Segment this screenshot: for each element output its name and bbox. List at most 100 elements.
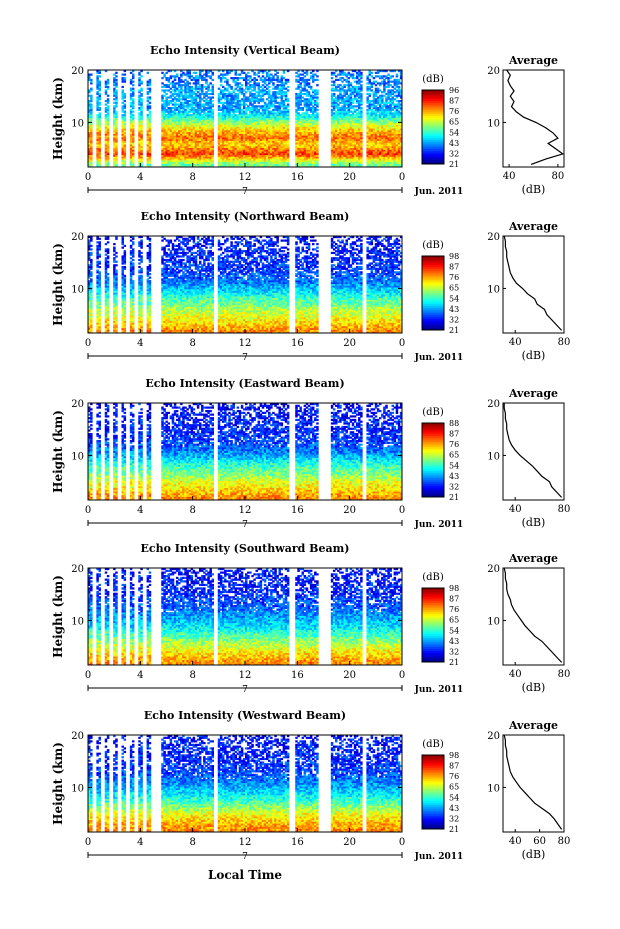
heatmap-cell (149, 96, 151, 98)
heatmap-cell (98, 81, 100, 83)
heatmap-cell (140, 88, 142, 90)
heatmap-cell (287, 109, 289, 111)
heatmap-cell (308, 91, 310, 93)
heatmap-cell (316, 79, 318, 81)
heatmap-cell (272, 82, 274, 84)
local-time-label: Local Time (208, 868, 282, 882)
heatmap-cell (262, 98, 264, 100)
heatmap-cell (316, 112, 318, 114)
heatmap-cell (287, 89, 289, 91)
heatmap-cell (98, 102, 100, 104)
heatmap-cell (121, 86, 123, 88)
heatmap-cell (316, 75, 318, 77)
heatmap-cell (149, 102, 151, 104)
heatmap-cell (132, 88, 134, 90)
heatmap-cell (360, 107, 362, 109)
heatmap-cell (249, 75, 251, 77)
heatmap-cell (107, 79, 109, 81)
heatmap-cell (308, 82, 310, 84)
heatmap-cell (360, 84, 362, 86)
heatmap-cell (90, 88, 92, 90)
heatmap-cell (90, 104, 92, 106)
heatmap-cell (195, 72, 197, 74)
heatmap-cell (124, 77, 126, 79)
heatmap-cell (147, 72, 149, 74)
heatmap-cell (132, 98, 134, 100)
heatmap-cell (230, 86, 232, 88)
heatmap-cell (140, 93, 142, 95)
heatmap-cell (124, 100, 126, 102)
heatmap-cell (188, 82, 190, 84)
heatmap-cell (90, 79, 92, 81)
heatmap-cell (310, 86, 312, 88)
heatmap-cell (212, 79, 214, 81)
heatmap-cell (360, 72, 362, 74)
heatmap-cell (115, 75, 117, 77)
heatmap-cell (268, 86, 270, 88)
heatmap-cell (149, 105, 151, 107)
heatmap-cell (212, 72, 214, 74)
heatmap-cell (90, 95, 92, 97)
heatmap-cell (205, 79, 207, 81)
heatmap-cell (132, 84, 134, 86)
heatmap-cell (247, 72, 249, 74)
heatmap-cell (276, 75, 278, 77)
heatmap-cell (287, 98, 289, 100)
heatmap-cell (255, 79, 257, 81)
heatmap-cell (369, 79, 371, 81)
heatmap-cell (212, 109, 214, 111)
heatmap-cell (115, 111, 117, 113)
heatmap-cell (212, 96, 214, 98)
heatmap-cell (350, 82, 352, 84)
heatmap-cell (268, 89, 270, 91)
heatmap-cell (316, 102, 318, 104)
heatmap-cell (241, 84, 243, 86)
heatmap-cell (140, 98, 142, 100)
heatmap-cell (212, 104, 214, 106)
heatmap-cell (149, 79, 151, 81)
heatmap-cell (132, 74, 134, 76)
heatmap-cell (149, 111, 151, 113)
heatmap-cell (371, 72, 373, 74)
heatmap-cell (149, 88, 151, 90)
heatmap-cell (132, 111, 134, 113)
panel-title: Echo Intensity (Vertical Beam) (150, 44, 340, 57)
heatmap-cell (287, 86, 289, 88)
echo-panel-0: Echo Intensity (Vertical Beam)1020Height… (51, 44, 564, 197)
heatmap-cell (333, 93, 335, 95)
heatmap-cell (165, 93, 167, 95)
heatmap-cell (107, 105, 109, 107)
heatmap-cell (98, 112, 100, 114)
heatmap-cell (276, 72, 278, 74)
heatmap-cells (88, 70, 402, 167)
heatmap-cell (115, 89, 117, 91)
heatmap-cell (124, 111, 126, 113)
echo-intensity-figure: Local Time Echo Intensity (Vertical Beam… (0, 0, 620, 929)
heatmap-cell (212, 100, 214, 102)
heatmap-cell (287, 104, 289, 106)
heatmap-cell (316, 84, 318, 86)
heatmap-cell (98, 75, 100, 77)
heatmap-cell (124, 104, 126, 106)
heatmap-cell (226, 79, 228, 81)
heatmap-cell (212, 84, 214, 86)
heatmap-cell (360, 93, 362, 95)
heatmap-cell (90, 74, 92, 76)
heatmap-cell (107, 95, 109, 97)
heatmap-cell (115, 72, 117, 74)
heatmap-cell (124, 74, 126, 76)
heatmap-cell (98, 107, 100, 109)
heatmap-cell (140, 81, 142, 83)
heatmap-cell (140, 75, 142, 77)
heatmap-cell (176, 74, 178, 76)
heatmap-cell (107, 98, 109, 100)
heatmap-cell (316, 89, 318, 91)
heatmap-cell (115, 79, 117, 81)
heatmap-cell (331, 77, 333, 79)
heatmap-cell (258, 82, 260, 84)
heatmap-cell (352, 74, 354, 76)
heatmap-cell (360, 81, 362, 83)
heatmap-cell (107, 86, 109, 88)
heatmap-cell (287, 79, 289, 81)
heatmap-cell (132, 114, 134, 116)
